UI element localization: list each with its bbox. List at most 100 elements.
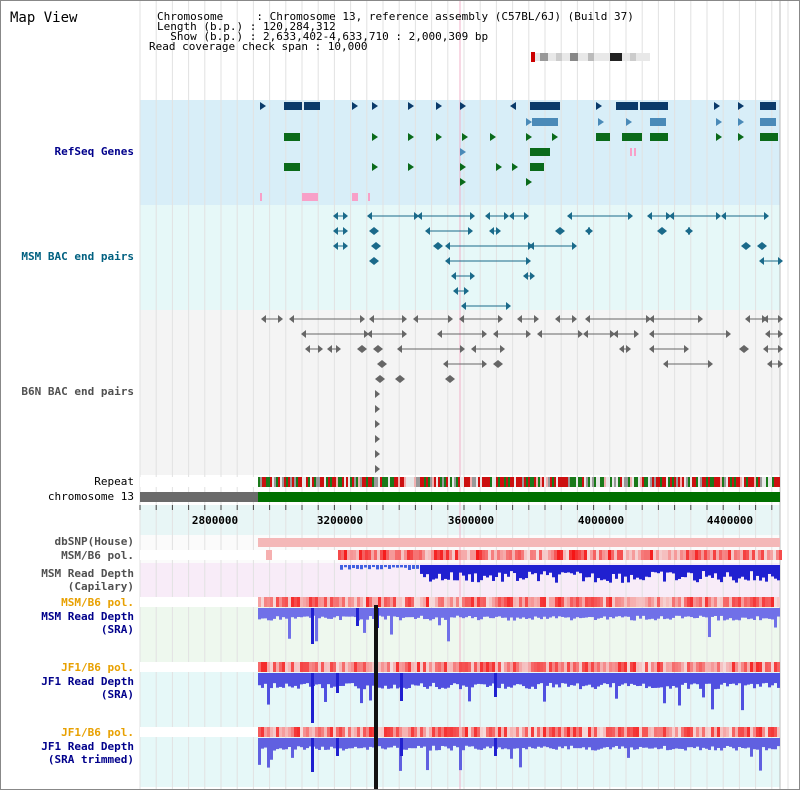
pol-cell — [758, 550, 761, 560]
pol-cell — [519, 662, 522, 672]
pol-cell — [306, 597, 309, 607]
depth-bar — [648, 608, 651, 620]
pol-cell — [489, 662, 492, 672]
track-label-msm-bac[interactable]: MSM BAC end pairs — [21, 250, 134, 263]
gene-arrow — [417, 212, 422, 220]
pol-cell — [338, 550, 341, 560]
pol-cell — [411, 662, 414, 672]
repeat-feature — [580, 477, 582, 487]
repeat-feature — [502, 477, 504, 487]
depth-bar — [528, 608, 531, 619]
depth-bar — [294, 673, 297, 686]
track-label-msm-depth-sra-1[interactable]: MSM Read Depth — [41, 610, 134, 623]
depth-bar — [762, 673, 765, 684]
gene-arrow — [498, 360, 503, 368]
pol-cell — [432, 662, 435, 672]
repeat-feature — [728, 477, 730, 487]
depth-bar — [750, 608, 753, 619]
pol-cell — [776, 550, 779, 560]
pol-cell — [738, 597, 741, 607]
pol-cell — [603, 662, 606, 672]
pol-cell — [711, 727, 714, 737]
repeat-feature — [712, 477, 714, 487]
repeat-feature — [662, 477, 664, 487]
depth-bar — [744, 738, 747, 749]
gene-arrow — [738, 102, 744, 110]
track-label-b6n-bac[interactable]: B6N BAC end pairs — [21, 385, 134, 398]
pol-cell — [530, 550, 533, 560]
track-label-msm-b6-pol-1[interactable]: MSM/B6 pol. — [61, 549, 134, 562]
pol-cell — [258, 597, 261, 607]
depth-bar — [258, 673, 261, 686]
depth-bar — [477, 608, 480, 621]
repeat-feature — [276, 477, 278, 487]
depth-bar — [570, 608, 573, 621]
gene-arrow — [377, 360, 382, 368]
depth-bar — [411, 738, 414, 749]
pol-cell — [264, 597, 267, 607]
ideogram-band — [556, 53, 562, 61]
depth-bar — [663, 738, 666, 746]
capillary-depth-bar — [392, 565, 395, 568]
pol-cell — [333, 662, 336, 672]
pol-cell — [402, 662, 405, 672]
pol-cell — [330, 662, 333, 672]
track-label-dbsnp[interactable]: dbSNP(House) — [54, 535, 134, 548]
pol-cell — [663, 727, 666, 737]
pol-cell — [695, 550, 698, 560]
capillary-depth-bar — [567, 565, 570, 573]
repeat-feature — [442, 477, 444, 487]
gene-arrow — [741, 242, 746, 250]
pol-cell — [645, 597, 648, 607]
depth-bar — [498, 738, 501, 748]
pol-cell — [447, 727, 450, 737]
pol-cell — [408, 727, 411, 737]
depth-bar — [363, 673, 366, 690]
pol-cell — [533, 550, 536, 560]
track-label-jf1-depth-trim-1[interactable]: JF1 Read Depth — [41, 740, 134, 753]
gene-arrow — [397, 345, 402, 353]
pol-cell — [477, 597, 480, 607]
repeat-feature — [488, 477, 490, 487]
gene-arrow — [649, 330, 654, 338]
pol-cell — [519, 727, 522, 737]
pol-cell — [345, 662, 348, 672]
pol-cell — [534, 662, 537, 672]
repeat-feature — [476, 477, 478, 487]
pol-cell — [378, 727, 381, 737]
depth-bar — [270, 608, 273, 621]
pol-cell — [417, 662, 420, 672]
depth-bar — [474, 608, 477, 618]
capillary-depth-bar — [549, 565, 552, 573]
repeat-feature — [710, 477, 712, 487]
pol-cell — [713, 550, 716, 560]
depth-bar — [543, 673, 546, 702]
depth-bar — [663, 673, 666, 704]
track-label-jf1-depth-sra-1[interactable]: JF1 Read Depth — [41, 675, 134, 688]
pol-cell — [438, 597, 441, 607]
pol-cell — [450, 727, 453, 737]
gene-arrow — [336, 345, 341, 353]
pol-cell — [474, 727, 477, 737]
pol-cell — [714, 727, 717, 737]
pol-cell — [606, 597, 609, 607]
pol-cell — [648, 662, 651, 672]
repeat-feature — [600, 477, 602, 487]
track-label-msm-depth-capillary-1[interactable]: MSM Read Depth — [41, 567, 134, 580]
repeat-feature — [506, 477, 508, 487]
track-label-msm-b6-pol-2[interactable]: MSM/B6 pol. — [61, 596, 134, 609]
repeat-feature — [402, 477, 404, 487]
pol-cell — [591, 597, 594, 607]
pol-cell — [483, 662, 486, 672]
track-label-jf1-b6-pol-2[interactable]: JF1/B6 pol. — [61, 726, 134, 739]
depth-bar — [492, 738, 495, 747]
track-label-refseq[interactable]: RefSeq Genes — [54, 145, 134, 158]
depth-bar — [339, 608, 342, 621]
track-label-jf1-b6-pol-1[interactable]: JF1/B6 pol. — [61, 661, 134, 674]
depth-bar — [513, 673, 516, 686]
depth-bar — [630, 673, 633, 684]
pol-cell — [558, 597, 561, 607]
gene-arrow — [369, 257, 374, 265]
pol-cell — [591, 727, 594, 737]
